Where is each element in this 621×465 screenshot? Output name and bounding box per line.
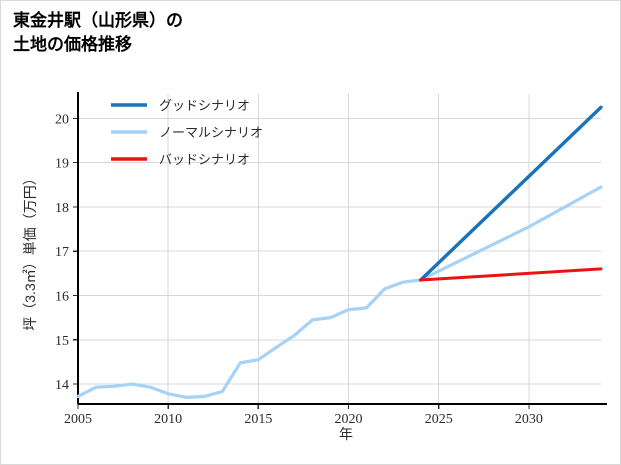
x-tick-label: 2010 (154, 412, 182, 427)
y-tick-label: 14 (55, 378, 69, 393)
series-line-バッドシナリオ (419, 267, 603, 282)
legend-label-good: グッドシナリオ (159, 98, 250, 113)
axis-spines (77, 92, 607, 405)
x-tick-label: 2005 (64, 412, 92, 427)
x-tick-label: 2025 (425, 412, 453, 427)
legend-label-normal: ノーマルシナリオ (159, 125, 263, 140)
y-tick-label: 16 (55, 290, 69, 305)
y-tick-label: 17 (55, 245, 69, 260)
series-line-ノーマルシナリオ (76, 185, 603, 399)
x-tick-labels: 2005 2010 2015 2020 2025 2030 (64, 412, 543, 427)
y-tick-labels: 14 15 16 17 18 19 20 (55, 112, 69, 393)
x-axis-title: 年 (339, 426, 353, 442)
y-tick-label: 20 (55, 112, 69, 127)
x-tick-label: 2020 (335, 412, 363, 427)
page-title: 東金井駅（山形県）の 土地の価格推移 (13, 11, 183, 55)
y-tick-label: 19 (55, 157, 69, 172)
gridlines-group (77, 94, 601, 404)
y-tick-label: 18 (55, 201, 69, 216)
x-tick-label: 2015 (244, 412, 272, 427)
tickmarks-group (73, 117, 530, 409)
y-axis-title: 坪（3.3㎡）単価（万円） (22, 171, 38, 330)
y-tick-label: 15 (55, 334, 69, 349)
x-tick-label: 2030 (515, 412, 543, 427)
series-lines-group (76, 105, 603, 399)
series-line-グッドシナリオ (418, 105, 603, 282)
legend-label-bad: バッドシナリオ (159, 152, 250, 167)
